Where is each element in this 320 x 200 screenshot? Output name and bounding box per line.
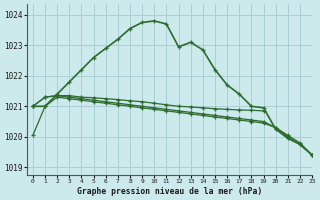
X-axis label: Graphe pression niveau de la mer (hPa): Graphe pression niveau de la mer (hPa) [77,187,262,196]
